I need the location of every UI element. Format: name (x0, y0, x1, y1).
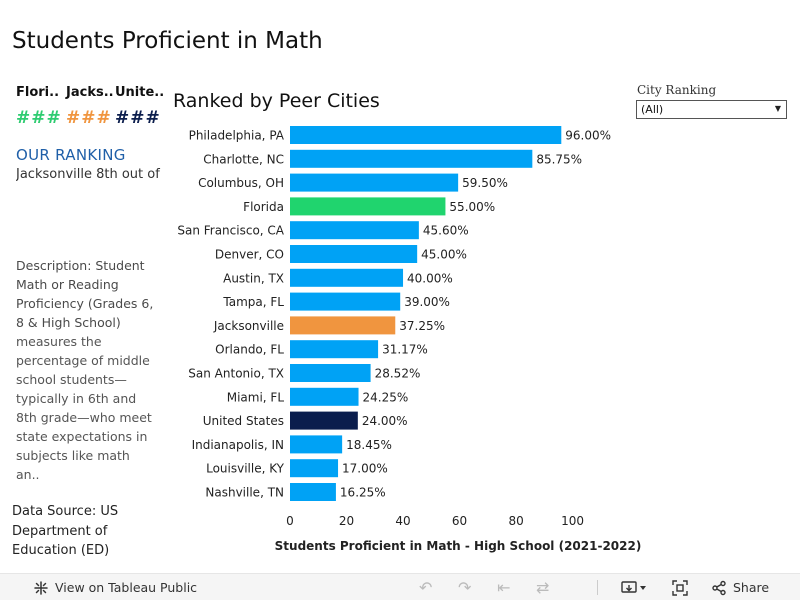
kpi-florida-label: Flori.. (16, 85, 60, 100)
city-ranking-filter-select[interactable]: (All) ▼ (636, 100, 787, 119)
category-label-orlando-fl: Orlando, FL (215, 343, 284, 357)
value-label-jacksonville: 37.25% (399, 319, 445, 333)
x-axis-label: Students Proficient in Math - High Schoo… (275, 539, 642, 553)
category-label-charlotte-nc: Charlotte, NC (203, 152, 284, 166)
value-label-louisville-ky: 17.00% (342, 462, 388, 476)
bar-florida (290, 197, 446, 216)
category-label-tampa-fl: Tampa, FL (222, 295, 284, 309)
category-label-nashville-tn: Nashville, TN (205, 486, 284, 500)
value-label-austin-tx: 40.00% (407, 271, 453, 285)
description-lead: Description: Student Math or Reading Pro… (16, 258, 154, 330)
tableau-logo-icon (34, 580, 48, 595)
bar-orlando-fl (290, 340, 379, 359)
chevron-down-icon: ▼ (774, 104, 781, 113)
bar-nashville-tn (290, 483, 336, 501)
bar-louisville-ky (290, 459, 339, 478)
category-label-miami-fl: Miami, FL (227, 390, 285, 404)
bar-charlotte-nc (290, 149, 533, 168)
toolbar-divider (597, 580, 598, 595)
kpi-jacksonville-label: Jacks.. (66, 85, 114, 100)
category-label-jacksonville: Jacksonville (213, 319, 284, 333)
bar-chart: Philadelphia, PA 96.00% Charlotte, NC 85.75… (177, 126, 642, 553)
fullscreen-icon (672, 579, 688, 596)
value-label-indianapolis-in: 18.45% (346, 438, 392, 452)
value-label-philadelphia-pa: 96.00% (565, 129, 611, 143)
description-body: measures the percentage of middle school… (16, 334, 152, 482)
category-label-san-francisco-ca: San Francisco, CA (177, 224, 284, 238)
ranking-text: Jacksonville 8th out of 1 (16, 167, 162, 182)
x-tick-label-20: 20 (339, 514, 354, 528)
bar-miami-fl (290, 387, 359, 406)
city-ranking-filter-label: City Ranking (637, 83, 717, 97)
category-label-united-states: United States (203, 414, 284, 428)
redo-icon[interactable]: ↷ (458, 578, 472, 597)
value-label-charlotte-nc: 85.75% (536, 152, 582, 166)
revert-icon[interactable]: ⇤ (497, 578, 511, 597)
share-button[interactable]: Share (711, 574, 769, 600)
bar-united-states (290, 411, 358, 430)
value-label-san-antonio-tx: 28.52% (375, 367, 421, 381)
x-tick-label-100: 100 (561, 514, 584, 528)
x-tick-label-0: 0 (286, 514, 294, 528)
bar-san-francisco-ca (290, 221, 419, 240)
view-on-tableau-label: View on Tableau Public (55, 580, 198, 595)
value-label-tampa-fl: 39.00% (404, 295, 450, 309)
value-label-miami-fl: 24.25% (363, 390, 409, 404)
view-on-tableau-link[interactable]: View on Tableau Public (33, 574, 197, 600)
fullscreen-button[interactable] (672, 574, 688, 600)
category-label-florida: Florida (243, 200, 284, 214)
bar-indianapolis-in (290, 435, 343, 454)
category-label-indianapolis-in: Indianapolis, IN (192, 438, 284, 452)
ranking-heading: OUR RANKING (16, 146, 126, 164)
bar-san-antonio-tx (290, 364, 371, 382)
value-label-florida: 55.00% (449, 200, 495, 214)
share-label: Share (733, 580, 770, 595)
download-icon (621, 580, 646, 593)
value-label-denver-co: 45.00% (421, 248, 467, 262)
bar-tampa-fl (290, 292, 401, 311)
share-icon (712, 580, 726, 595)
category-label-philadelphia-pa: Philadelphia, PA (189, 129, 285, 143)
bar-columbus-oh (290, 173, 459, 192)
page-title: Students Proficient in Math (12, 28, 323, 54)
data-source: Data Source: US Department of Education … (12, 504, 119, 558)
refresh-icon[interactable]: ⇄ (536, 578, 550, 597)
x-tick-label-40: 40 (395, 514, 410, 528)
tableau-toolbar: View on Tableau Public ↶ ↷ ⇤ ⇄ S (0, 573, 800, 600)
kpi-united-states-value: ### (115, 108, 161, 128)
bar-philadelphia-pa (290, 126, 562, 144)
x-tick-label-60: 60 (452, 514, 467, 528)
kpi-jacksonville-value: ### (66, 108, 112, 128)
filter-selected-value: (All) (641, 103, 664, 116)
category-label-austin-tx: Austin, TX (223, 271, 284, 285)
kpi-united-states-label: Unite.. (115, 85, 165, 100)
category-label-denver-co: Denver, CO (215, 248, 284, 262)
bar-jacksonville (290, 316, 396, 335)
value-label-san-francisco-ca: 45.60% (423, 224, 469, 238)
bar-austin-tx (290, 268, 404, 287)
chart-title: Ranked by Peer Cities (173, 90, 380, 112)
x-tick-label-80: 80 (508, 514, 523, 528)
value-label-orlando-fl: 31.17% (382, 343, 428, 357)
category-label-louisville-ky: Louisville, KY (206, 462, 285, 476)
undo-icon[interactable]: ↶ (419, 578, 433, 597)
category-label-san-antonio-tx: San Antonio, TX (188, 367, 284, 381)
bar-denver-co (290, 245, 418, 263)
value-label-columbus-oh: 59.50% (462, 176, 508, 190)
category-label-columbus-oh: Columbus, OH (198, 176, 284, 190)
kpi-florida-value: ### (16, 108, 62, 128)
value-label-nashville-tn: 16.25% (340, 486, 386, 500)
value-label-united-states: 24.00% (362, 414, 408, 428)
download-button[interactable] (621, 574, 647, 600)
description: Description: Student Math or Reading Pro… (16, 256, 156, 484)
